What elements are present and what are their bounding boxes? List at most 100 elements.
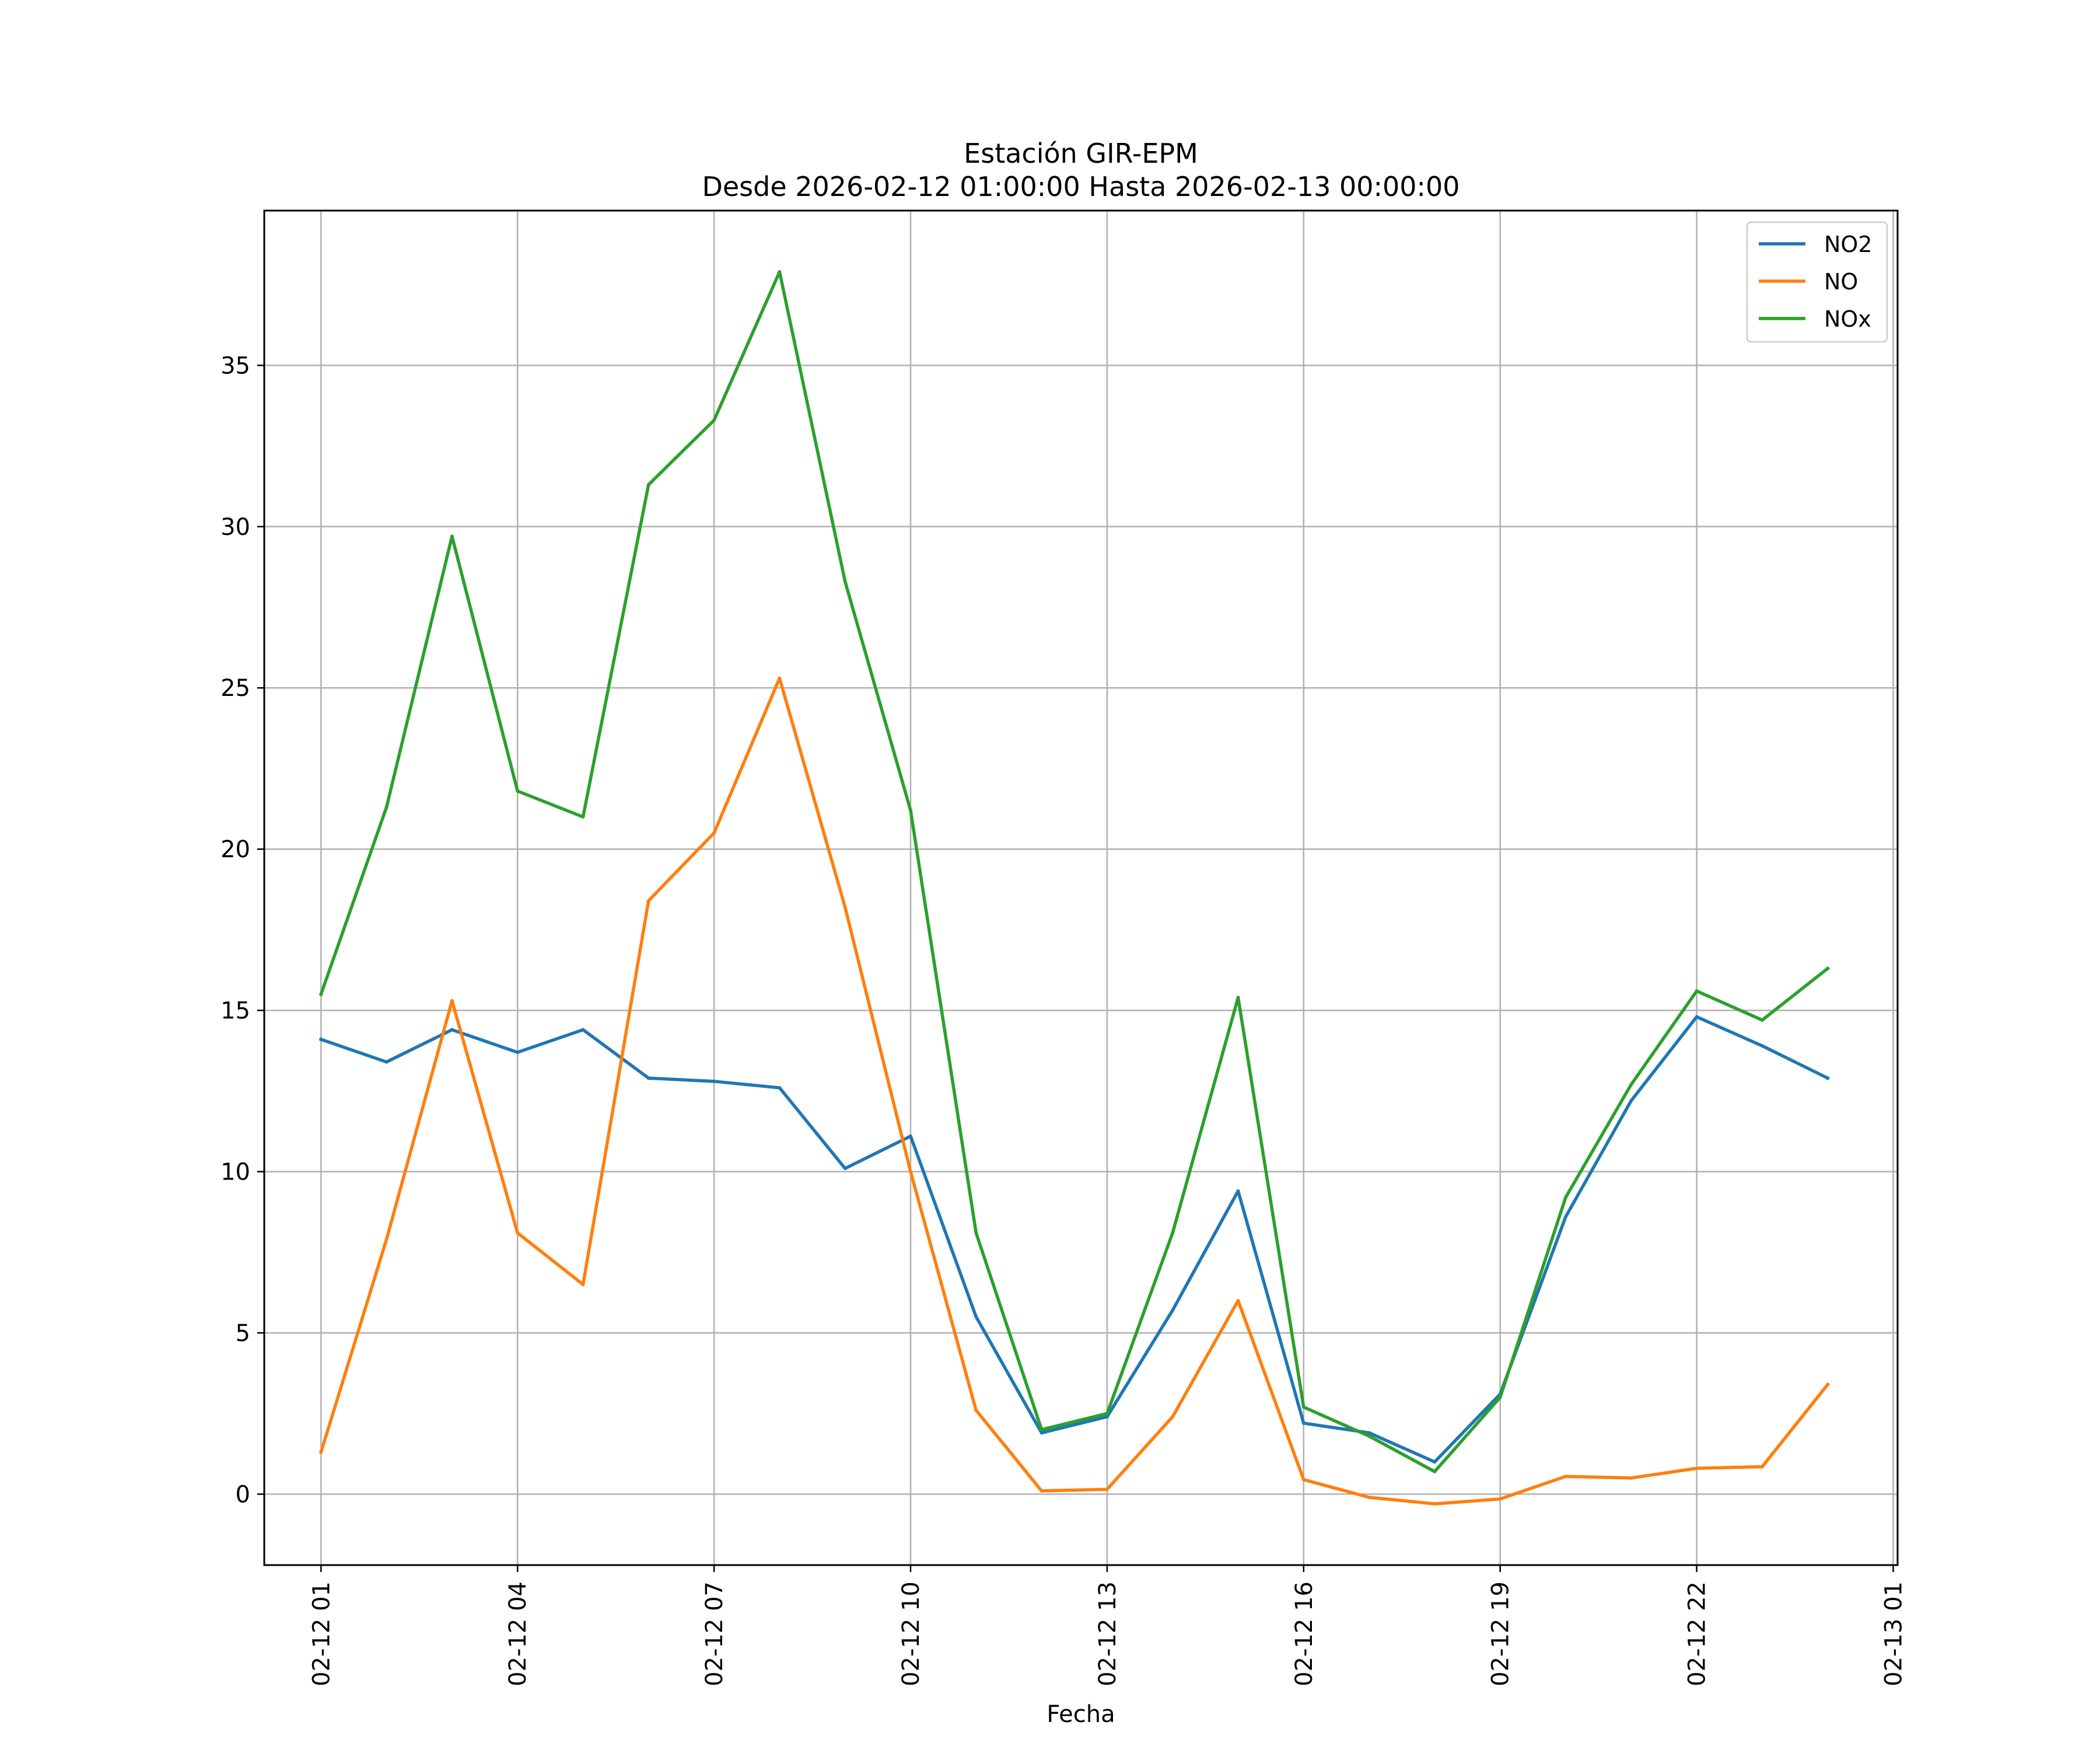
data-point-nox [1629, 1083, 1633, 1087]
data-point-nox [843, 579, 847, 583]
data-point-no [712, 831, 716, 835]
data-point-no [1564, 1475, 1567, 1478]
series-line-no [318, 676, 1831, 1506]
x-tick-label: 02-12 16 [1291, 1581, 1318, 1686]
data-point-no [1826, 1382, 1830, 1387]
data-point-no2 [1105, 1415, 1109, 1419]
series-lines [318, 270, 1831, 1506]
data-point-no [1171, 1415, 1175, 1419]
x-axis-label: Fecha [1046, 1701, 1115, 1728]
data-point-nox [384, 805, 388, 809]
data-point-no2 [1629, 1098, 1633, 1102]
series-line-nox [318, 270, 1831, 1474]
chart-title: Estación GIR-EPM [964, 138, 1198, 169]
data-point-nox [1236, 996, 1240, 999]
data-point-no2 [1301, 1421, 1306, 1425]
data-point-nox [1695, 989, 1699, 993]
data-point-nox [1564, 1195, 1567, 1199]
chart-subtitle: Desde 2026-02-12 01:00:00 Hasta 2026-02-… [702, 171, 1460, 202]
data-point-no2 [1760, 1044, 1764, 1048]
data-point-no2 [974, 1315, 978, 1319]
data-point-no2 [778, 1086, 782, 1090]
data-point-nox [1433, 1469, 1437, 1474]
data-point-no [1040, 1489, 1044, 1493]
series-line-no2 [318, 1015, 1830, 1464]
data-point-no2 [1564, 1214, 1567, 1219]
data-point-nox [646, 482, 650, 487]
data-point-no2 [1367, 1431, 1371, 1435]
y-tick-label: 30 [220, 514, 250, 541]
data-point-no [1105, 1488, 1109, 1492]
data-point-no2 [1695, 1015, 1699, 1019]
legend-label-nox: NOx [1824, 306, 1871, 332]
x-axis: 02-12 01 02-12 04 02-12 07 02-12 10 02-12 13… [308, 1565, 1908, 1686]
data-point-no2 [1236, 1189, 1240, 1193]
data-point-no2 [450, 1028, 454, 1032]
data-point-nox [450, 534, 454, 538]
data-point-no [843, 905, 847, 909]
y-tick-label: 0 [236, 1481, 250, 1508]
y-tick-label: 35 [220, 352, 250, 379]
data-point-no2 [384, 1060, 388, 1064]
data-point-nox [1760, 1018, 1764, 1022]
data-point-no2 [581, 1028, 585, 1032]
x-tick-label: 02-12 22 [1684, 1581, 1711, 1686]
x-tick-label: 02-12 19 [1488, 1581, 1514, 1686]
data-point-nox [1367, 1434, 1371, 1438]
data-point-no [1433, 1502, 1437, 1506]
data-point-no [646, 899, 650, 903]
data-point-no [1236, 1298, 1240, 1303]
data-point-no2 [843, 1167, 847, 1170]
data-point-no2 [1826, 1076, 1830, 1080]
data-point-nox [581, 815, 585, 819]
data-point-nox [1105, 1412, 1109, 1416]
data-point-no [1760, 1465, 1764, 1469]
data-point-no [1301, 1478, 1306, 1482]
x-tick-label: 02-13 01 [1881, 1581, 1908, 1686]
data-point-no [581, 1283, 585, 1286]
y-tick-label: 10 [220, 1159, 250, 1186]
y-tick-label: 5 [236, 1320, 250, 1347]
x-tick-label: 02-12 07 [701, 1581, 728, 1686]
data-point-no [1367, 1495, 1371, 1499]
data-point-no2 [1171, 1308, 1175, 1312]
data-point-nox [319, 992, 323, 996]
legend-label-no2: NO2 [1824, 232, 1873, 257]
data-point-nox [909, 808, 912, 813]
data-point-no [1498, 1497, 1502, 1501]
data-point-no2 [646, 1076, 650, 1080]
data-point-no [384, 1237, 388, 1241]
data-point-no2 [1433, 1460, 1437, 1464]
data-point-nox [778, 270, 782, 274]
data-point-no2 [712, 1079, 716, 1083]
data-point-no [319, 1450, 323, 1454]
data-point-nox [1498, 1395, 1502, 1399]
x-tick-label: 02-12 13 [1094, 1581, 1121, 1686]
data-point-nox [974, 1231, 978, 1235]
data-point-nox [1826, 967, 1830, 971]
data-point-no [778, 676, 782, 680]
data-point-no2 [319, 1037, 323, 1041]
data-point-no2 [1040, 1431, 1044, 1435]
y-tick-label: 20 [220, 836, 250, 863]
data-point-no [516, 1231, 520, 1235]
data-point-nox [1301, 1405, 1306, 1409]
data-point-no2 [516, 1051, 520, 1054]
data-point-nox [712, 418, 716, 422]
data-point-no [1695, 1466, 1699, 1471]
data-point-nox [1040, 1427, 1044, 1432]
y-axis: 0 5 10 15 20 25 30 35 [220, 352, 264, 1508]
legend-box [1746, 221, 1888, 343]
grid-lines [264, 211, 1898, 1565]
y-tick-label: 25 [220, 675, 250, 702]
legend: NO2 NO NOx [1746, 221, 1888, 343]
x-tick-label: 02-12 04 [505, 1581, 531, 1686]
data-point-no2 [909, 1134, 912, 1138]
legend-label-no: NO [1824, 269, 1858, 295]
data-point-no [1629, 1476, 1633, 1480]
data-point-nox [1171, 1231, 1175, 1235]
data-point-no [450, 999, 454, 1003]
x-tick-label: 02-12 10 [898, 1581, 925, 1686]
y-tick-label: 15 [220, 998, 250, 1024]
